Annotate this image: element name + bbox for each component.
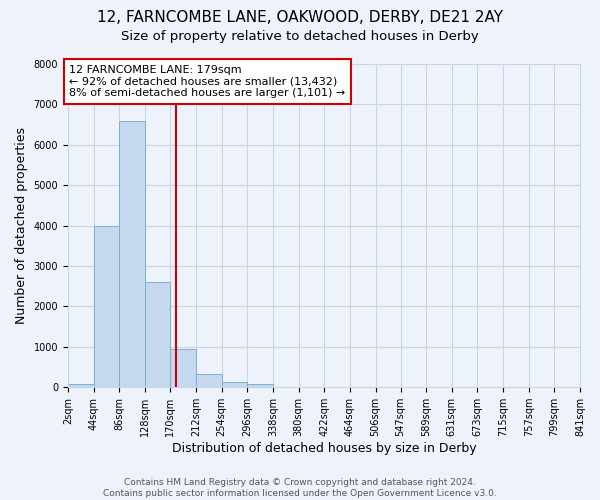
Bar [145,282,170,387]
Text: 12, FARNCOMBE LANE, OAKWOOD, DERBY, DE21 2AY: 12, FARNCOMBE LANE, OAKWOOD, DERBY, DE21… [97,10,503,25]
Text: Contains HM Land Registry data © Crown copyright and database right 2024.
Contai: Contains HM Land Registry data © Crown c… [103,478,497,498]
Y-axis label: Number of detached properties: Number of detached properties [15,127,28,324]
Bar [94,226,119,387]
Text: Size of property relative to detached houses in Derby: Size of property relative to detached ho… [121,30,479,43]
Bar [196,374,222,387]
Bar [222,382,247,387]
Bar [170,349,196,387]
X-axis label: Distribution of detached houses by size in Derby: Distribution of detached houses by size … [172,442,476,455]
Bar [119,120,145,387]
Text: 12 FARNCOMBE LANE: 179sqm
← 92% of detached houses are smaller (13,432)
8% of se: 12 FARNCOMBE LANE: 179sqm ← 92% of detac… [69,65,346,98]
Bar [68,384,94,387]
Bar [247,384,273,387]
